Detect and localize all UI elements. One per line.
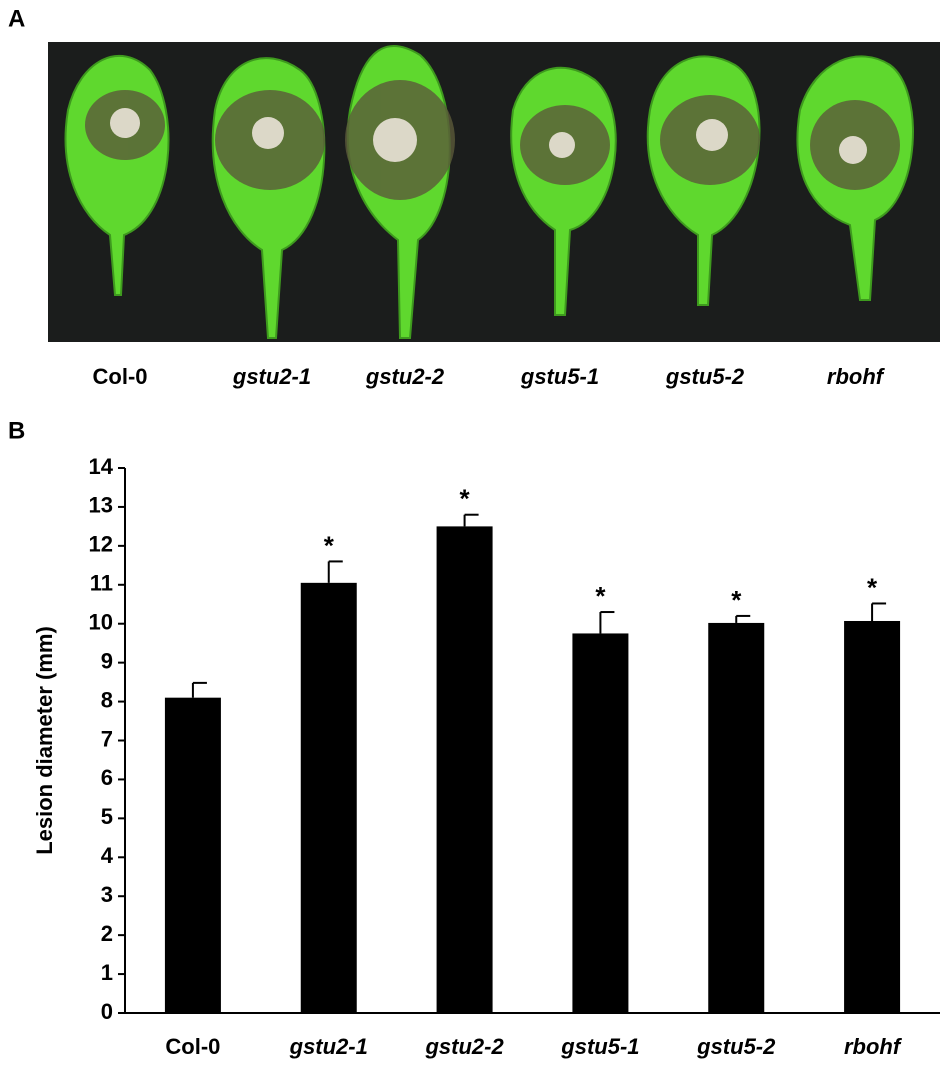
panel-label: A	[8, 5, 25, 32]
y-tick-label: 4	[101, 843, 114, 868]
bar	[436, 526, 493, 1013]
x-tick-label: Col-0	[165, 1034, 220, 1059]
x-tick-label: gstu5-2	[696, 1034, 776, 1059]
photo-label: gstu5-1	[520, 364, 599, 389]
y-tick-label: 9	[101, 648, 113, 673]
photo-label: gstu5-2	[665, 364, 745, 389]
significance: *	[460, 484, 471, 514]
y-tick-label: 2	[101, 921, 113, 946]
y-tick-label: 11	[90, 571, 113, 596]
y-axis-title: Lesion diameter (mm)	[32, 626, 57, 855]
bar	[300, 582, 357, 1013]
x-tick-label: gstu2-1	[289, 1034, 368, 1059]
significance: *	[595, 581, 606, 611]
y-tick-label: 0	[101, 999, 113, 1024]
y-tick-label: 14	[89, 454, 114, 479]
y-tick-label: 10	[89, 610, 113, 635]
photo-label: Col-0	[93, 364, 148, 389]
significance: *	[731, 585, 742, 615]
bar	[844, 620, 901, 1013]
significance: *	[867, 572, 878, 602]
y-tick-label: 7	[101, 726, 113, 751]
photo-label: gstu2-1	[232, 364, 311, 389]
photo	[48, 42, 940, 342]
y-tick-label: 8	[101, 687, 113, 712]
x-tick-label: rbohf	[844, 1034, 903, 1059]
photo-label: gstu2-2	[365, 364, 445, 389]
significance: *	[324, 530, 335, 560]
bar	[572, 633, 629, 1013]
y-tick-label: 12	[89, 532, 113, 557]
x-tick-label: gstu2-2	[424, 1034, 504, 1059]
x-tick-label: gstu5-1	[560, 1034, 639, 1059]
y-tick-label: 6	[101, 765, 113, 790]
bar	[164, 697, 221, 1013]
y-tick-label: 5	[101, 804, 113, 829]
y-tick-label: 1	[101, 960, 113, 985]
photo-label: rbohf	[827, 364, 886, 389]
y-tick-label: 3	[101, 882, 113, 907]
bar	[708, 622, 765, 1013]
y-tick-label: 13	[89, 493, 113, 518]
panel-label: B	[8, 417, 25, 444]
